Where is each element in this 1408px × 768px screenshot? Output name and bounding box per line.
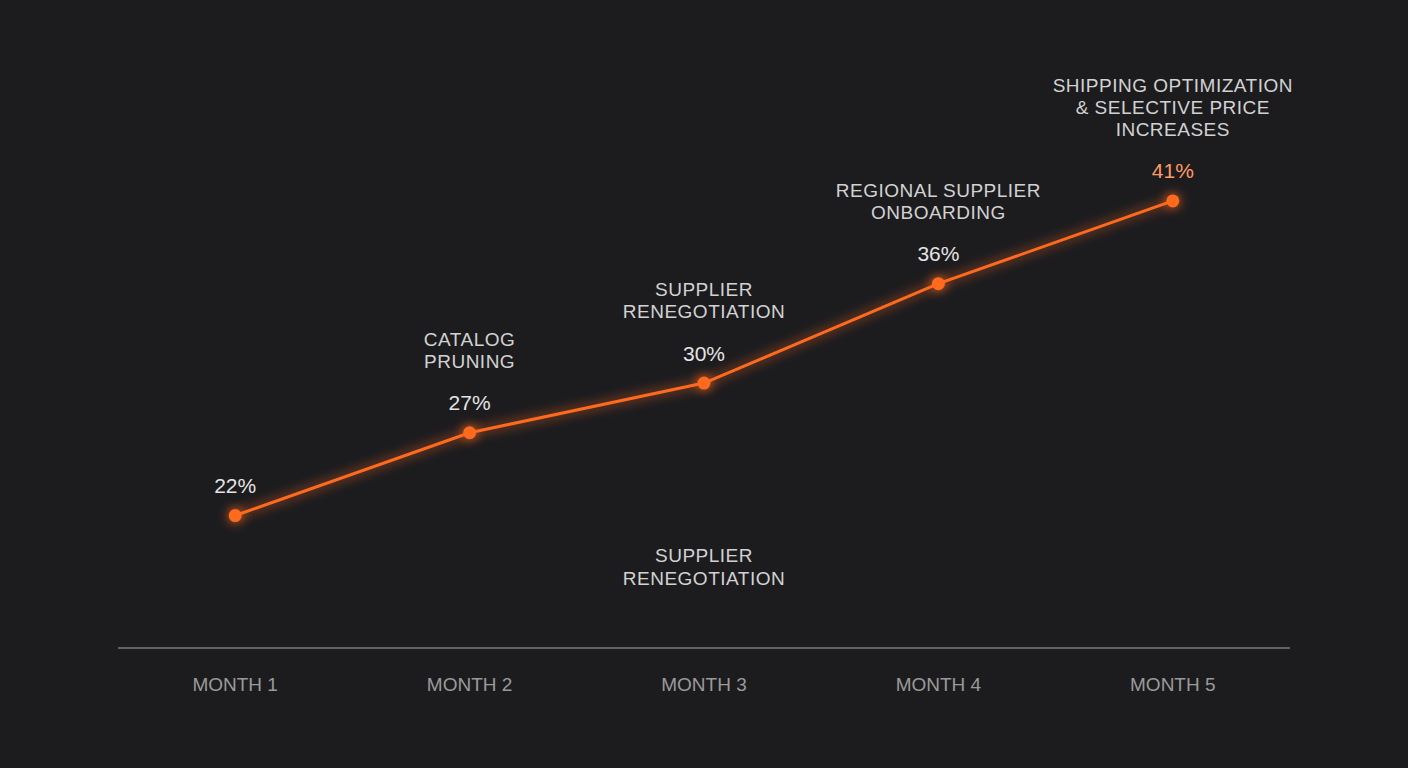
svg-text:RENEGOTIATION: RENEGOTIATION bbox=[623, 568, 785, 589]
svg-text:& SELECTIVE PRICE: & SELECTIVE PRICE bbox=[1076, 97, 1270, 118]
svg-text:REGIONAL SUPPLIER: REGIONAL SUPPLIER bbox=[836, 180, 1041, 201]
svg-text:27%: 27% bbox=[449, 391, 491, 414]
svg-text:MONTH 4: MONTH 4 bbox=[896, 674, 982, 695]
svg-text:ONBOARDING: ONBOARDING bbox=[871, 202, 1006, 223]
svg-text:36%: 36% bbox=[917, 242, 959, 265]
svg-text:MONTH 2: MONTH 2 bbox=[427, 674, 513, 695]
svg-text:SUPPLIER: SUPPLIER bbox=[655, 545, 753, 566]
svg-text:MONTH 3: MONTH 3 bbox=[661, 674, 747, 695]
svg-text:MONTH 5: MONTH 5 bbox=[1130, 674, 1216, 695]
svg-text:CATALOG: CATALOG bbox=[424, 329, 515, 350]
svg-text:PRUNING: PRUNING bbox=[424, 351, 515, 372]
svg-text:MONTH 1: MONTH 1 bbox=[192, 674, 278, 695]
svg-text:RENEGOTIATION: RENEGOTIATION bbox=[623, 301, 785, 322]
svg-text:SUPPLIER: SUPPLIER bbox=[655, 279, 753, 300]
svg-text:INCREASES: INCREASES bbox=[1116, 119, 1230, 140]
svg-text:22%: 22% bbox=[214, 474, 256, 497]
svg-text:30%: 30% bbox=[683, 342, 725, 365]
svg-text:41%: 41% bbox=[1152, 159, 1194, 182]
svg-text:SHIPPING OPTIMIZATION: SHIPPING OPTIMIZATION bbox=[1053, 75, 1293, 96]
